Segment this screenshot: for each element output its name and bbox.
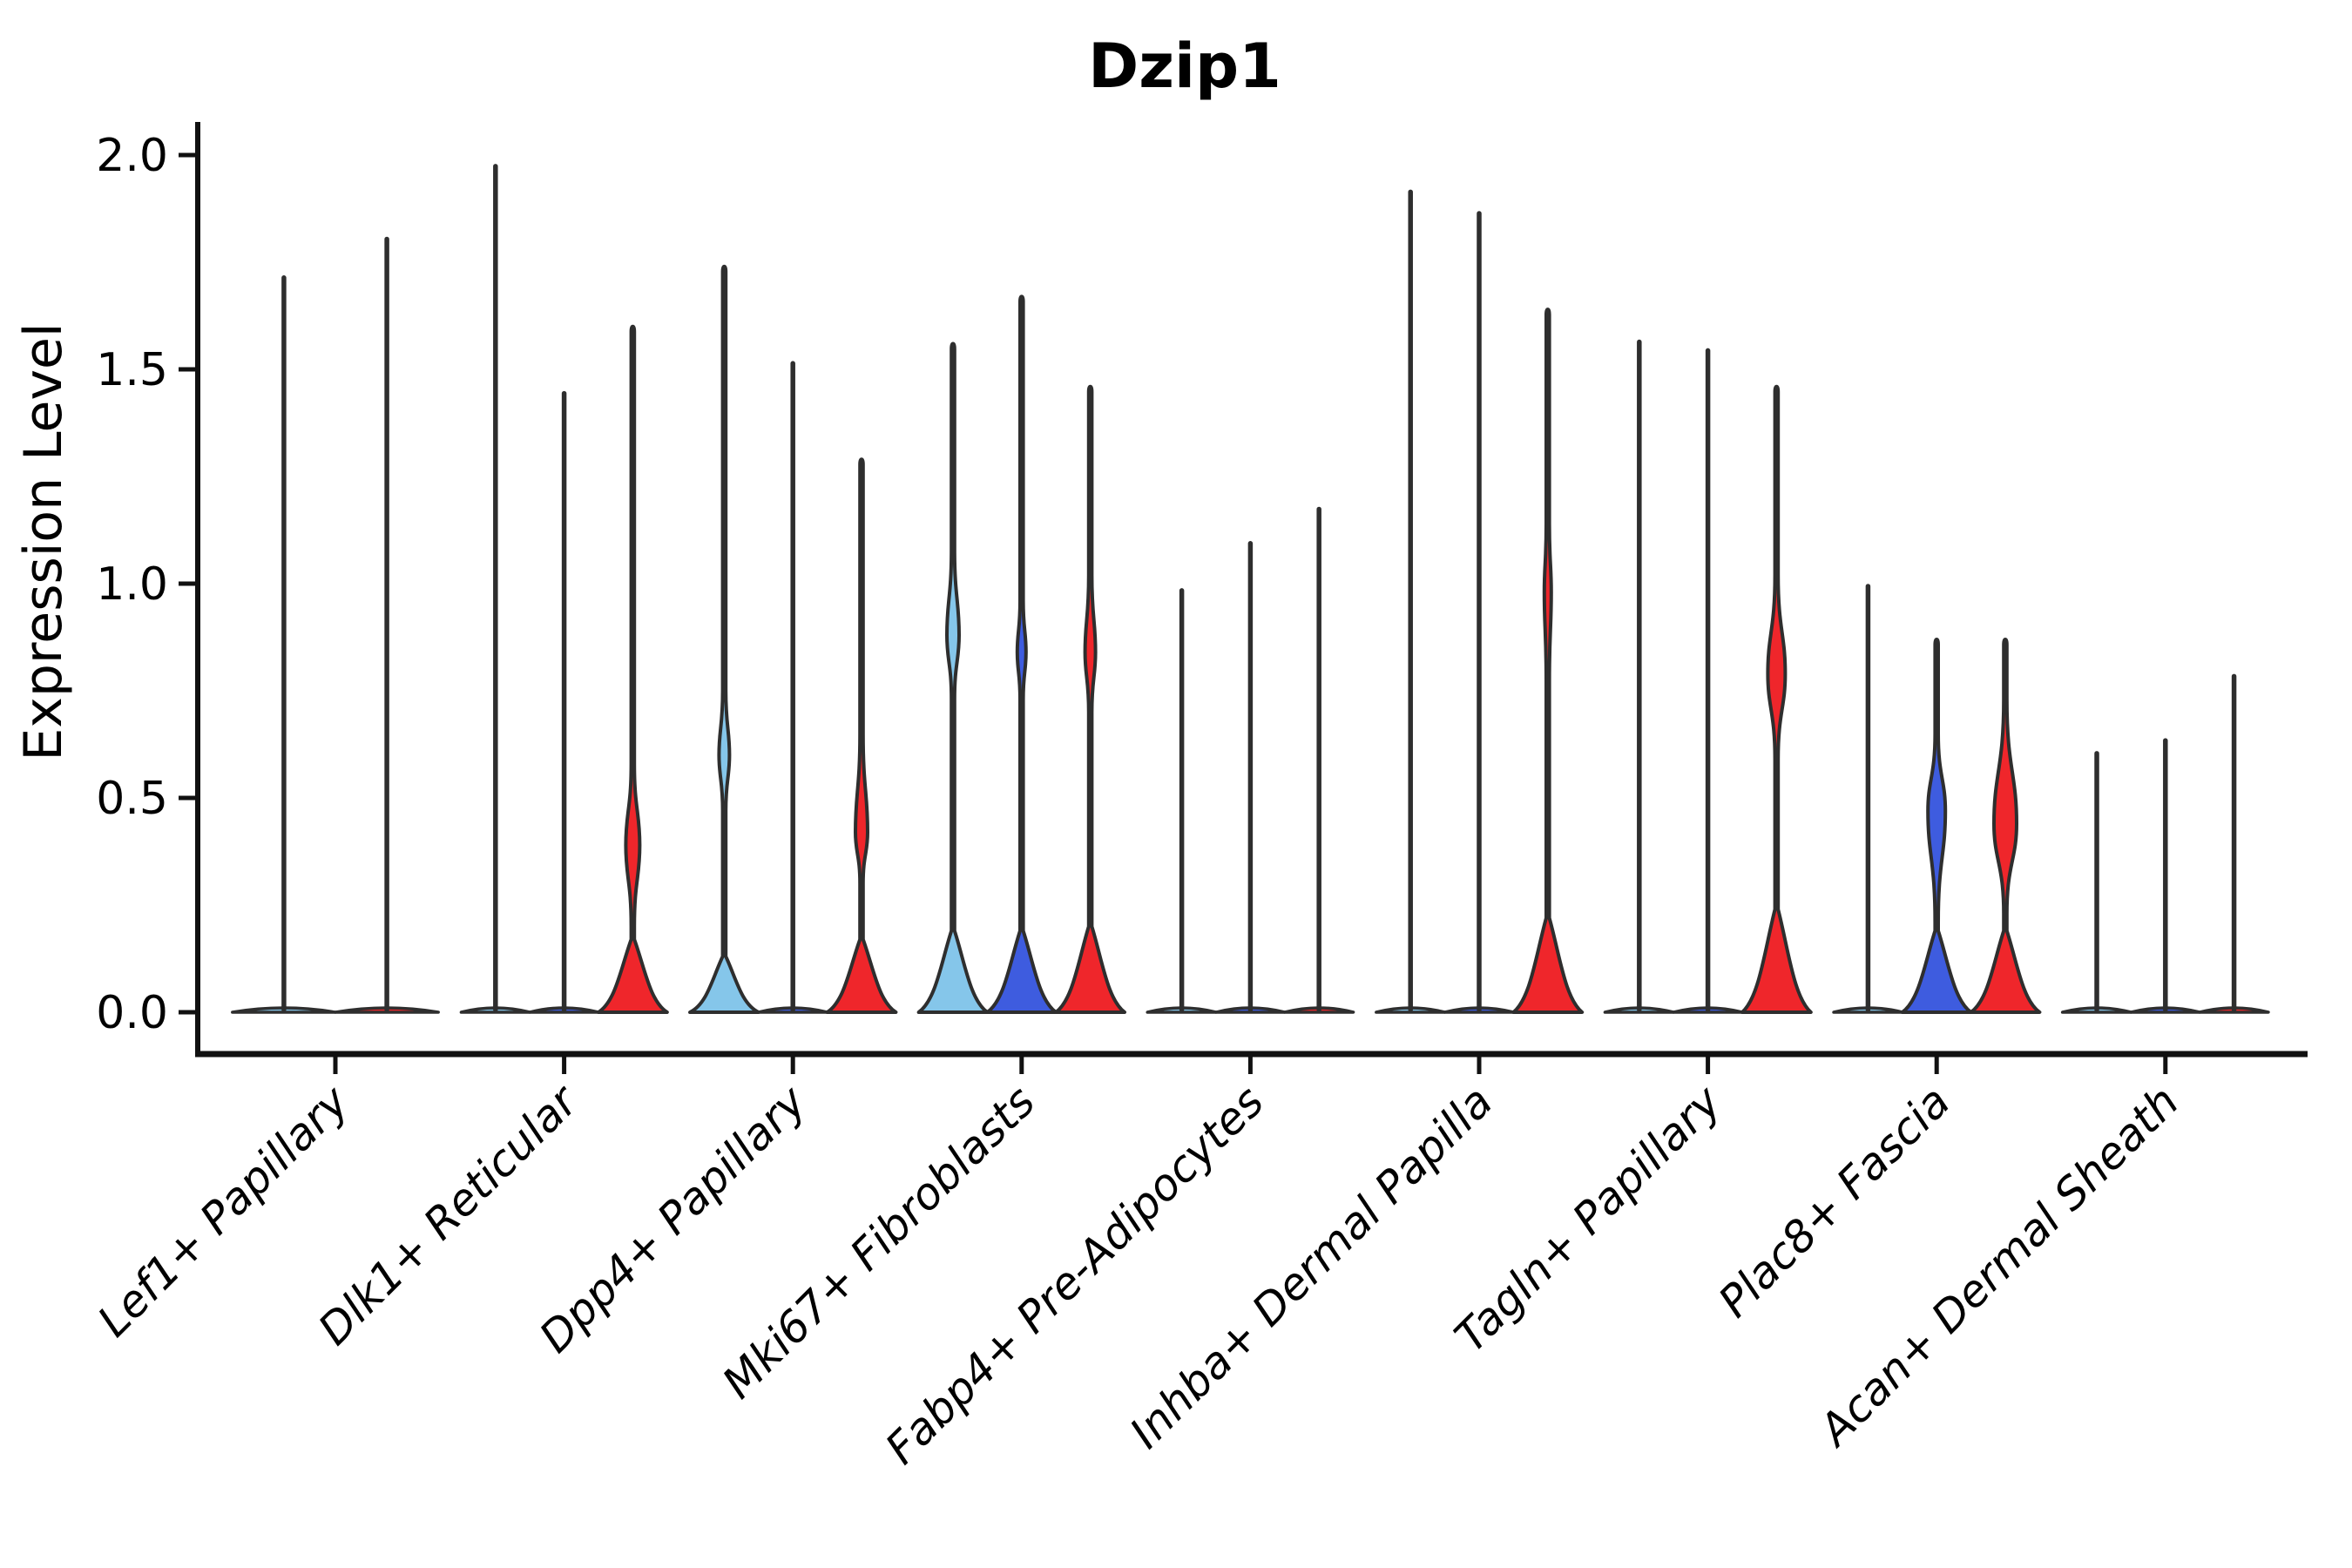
y-tick-label: 1.0: [96, 558, 168, 611]
y-axis-label: Expression Level: [13, 322, 74, 760]
violin: [916, 341, 990, 1014]
x-tick-label: Acan+ Dermal Sheath: [1808, 1076, 2188, 1456]
chart-title: Dzip1: [1088, 30, 1281, 102]
violin: [1511, 308, 1585, 1014]
violin: [688, 264, 760, 1014]
x-tick-label: Lef1+ Papillary: [88, 1075, 359, 1346]
violin: [985, 294, 1058, 1014]
x-tick-label: Plac8+ Fascia: [1709, 1076, 1960, 1327]
y-tick-label: 0.0: [96, 987, 168, 1039]
y-tick-label: 1.5: [96, 344, 168, 396]
violin: [1054, 384, 1126, 1014]
violin: [1969, 638, 2042, 1014]
text-layer: Dzip1 Expression Level: [13, 30, 1281, 761]
x-tick-label: Fabp4+ Pre-Adipocytes: [875, 1076, 1274, 1474]
x-tick-label: Inhba+ Dermal Papilla: [1120, 1076, 1502, 1457]
violin: [825, 457, 898, 1014]
violin: [597, 324, 669, 1014]
y-tick-label: 0.5: [96, 773, 168, 825]
violin: [1900, 638, 1973, 1014]
violin-layer: [231, 164, 2270, 1014]
violin: [1740, 384, 1813, 1014]
y-tick-label: 2.0: [96, 130, 168, 182]
